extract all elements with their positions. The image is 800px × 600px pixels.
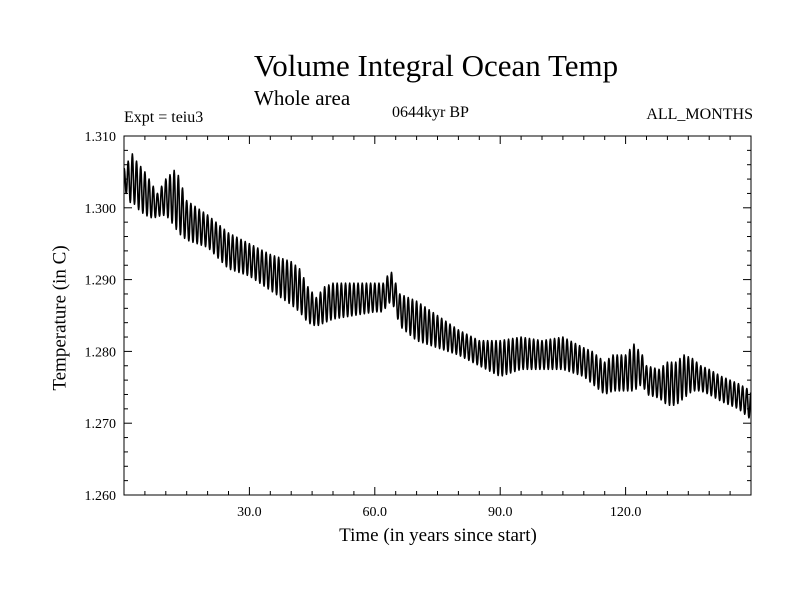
plot-frame — [123, 135, 752, 496]
y-tick-label: 1.290 — [85, 274, 117, 289]
y-tick-label: 1.270 — [85, 417, 117, 432]
axis-layer: 30.0 60.0 90.0 120.0 1.260 1.270 1.280 1.290 1.3… — [85, 130, 751, 520]
x-tick-label: 90.0 — [488, 505, 513, 520]
y-tick-label: 1.310 — [85, 130, 117, 145]
experiment-annotation: Expt = teiu3 — [124, 109, 204, 126]
x-axis-label: Time (in years since start) — [339, 525, 537, 546]
series-layer — [123, 153, 752, 419]
series-line — [123, 153, 752, 419]
months-annotation: ALL_MONTHS — [646, 106, 753, 123]
chart-title: Volume Integral Ocean Temp — [253, 48, 619, 83]
y-tick-label: 1.280 — [85, 345, 117, 360]
x-tick-label: 60.0 — [363, 505, 388, 520]
period-annotation: 0644kyr BP — [392, 104, 469, 121]
y-tick-label: 1.260 — [85, 489, 117, 504]
x-tick-label: 30.0 — [237, 505, 262, 520]
y-tick-label: 1.300 — [85, 202, 117, 217]
chart-subtitle: Whole area — [254, 86, 351, 110]
x-tick-label: 120.0 — [610, 505, 642, 520]
